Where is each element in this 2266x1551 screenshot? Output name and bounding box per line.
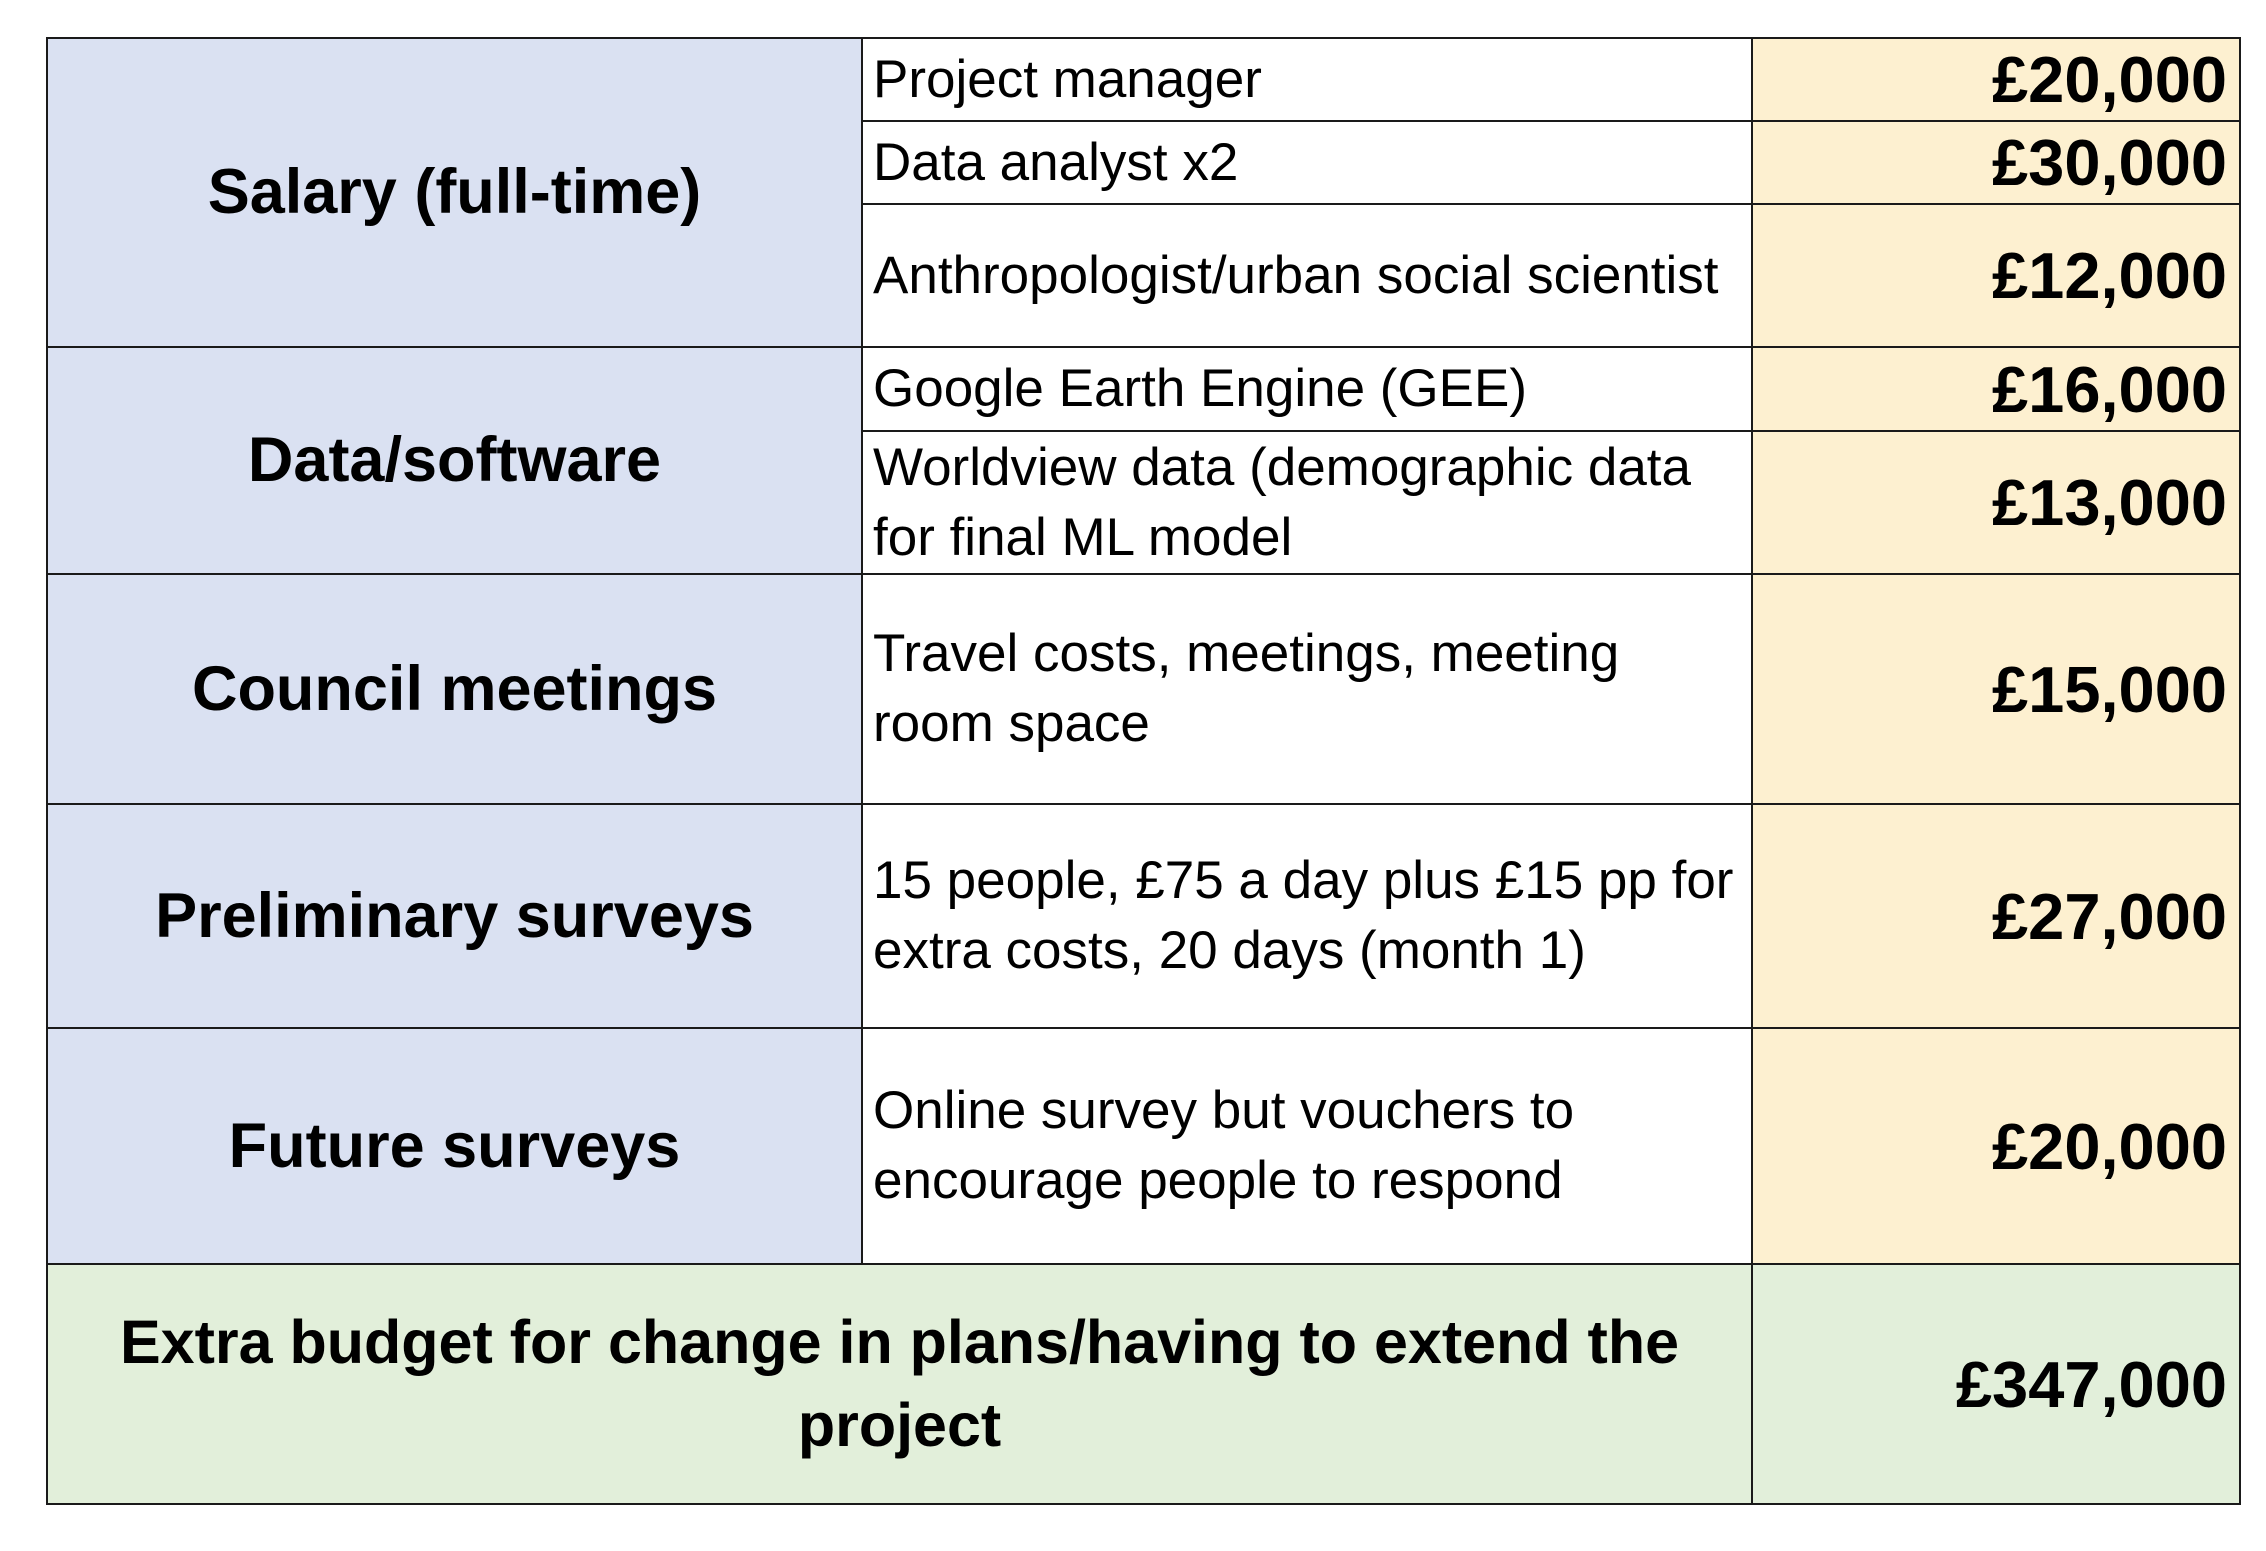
- budget-row: Data analyst x2 £30,000: [47, 120, 2241, 205]
- budget-table: Salary (full-time) Project manager £20,0…: [46, 37, 2241, 1505]
- budget-row: Salary (full-time) Project manager £20,0…: [46, 37, 2241, 348]
- item-amount: £13,000: [1751, 430, 2241, 575]
- category-future-surveys: Future surveys: [46, 1027, 863, 1265]
- category-data-software: Data/software: [46, 346, 863, 575]
- budget-row: Anthropologist/urban social scientist £1…: [47, 203, 2241, 348]
- item-description: Google Earth Engine (GEE): [861, 346, 1753, 432]
- category-salary: Salary (full-time): [46, 37, 863, 348]
- item-description: Worldview data (demographic data for fin…: [861, 430, 1753, 575]
- item-description: Data analyst x2: [861, 120, 1753, 205]
- budget-row: Future surveys Online survey but voucher…: [46, 1027, 2241, 1265]
- total-row: Extra budget for change in plans/having …: [46, 1263, 2241, 1505]
- item-description: Travel costs, meetings, meeting room spa…: [861, 573, 1753, 805]
- item-amount: £15,000: [1751, 573, 2241, 805]
- item-amount: £27,000: [1751, 803, 2241, 1029]
- item-amount: £20,000: [1751, 1027, 2241, 1265]
- category-preliminary-surveys: Preliminary surveys: [46, 803, 863, 1029]
- item-description: Online survey but vouchers to encourage …: [861, 1027, 1753, 1265]
- budget-row: Data/software Google Earth Engine (GEE) …: [46, 346, 2241, 575]
- budget-row: Worldview data (demographic data for fin…: [47, 430, 2241, 575]
- category-council-meetings: Council meetings: [46, 573, 863, 805]
- item-description: Project manager: [861, 37, 1753, 122]
- item-amount: £12,000: [1751, 203, 2241, 348]
- budget-row: Council meetings Travel costs, meetings,…: [46, 573, 2241, 805]
- budget-row: Preliminary surveys 15 people, £75 a day…: [46, 803, 2241, 1029]
- item-description: Anthropologist/urban social scientist: [861, 203, 1753, 348]
- total-amount: £347,000: [1751, 1263, 2241, 1505]
- item-amount: £20,000: [1751, 37, 2241, 122]
- item-amount: £16,000: [1751, 346, 2241, 432]
- item-amount: £30,000: [1751, 120, 2241, 205]
- total-label: Extra budget for change in plans/having …: [46, 1263, 1753, 1505]
- item-description: 15 people, £75 a day plus £15 pp for ext…: [861, 803, 1753, 1029]
